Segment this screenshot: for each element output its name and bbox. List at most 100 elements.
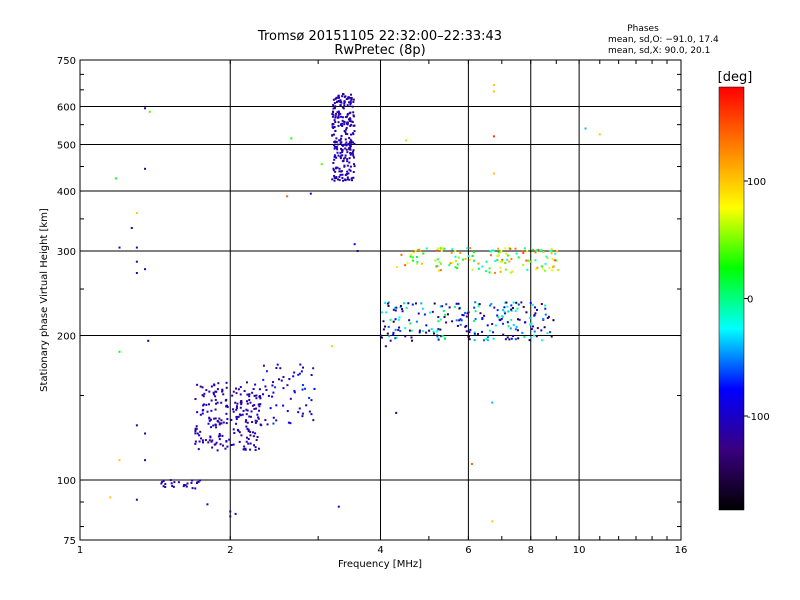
- data-point: [399, 305, 402, 308]
- data-point: [534, 259, 537, 262]
- data-point: [533, 334, 536, 337]
- data-point: [433, 302, 436, 305]
- data-point: [344, 156, 347, 159]
- data-point: [238, 413, 241, 416]
- data-point: [232, 408, 235, 411]
- data-point: [332, 161, 335, 164]
- data-point: [347, 96, 350, 99]
- data-point: [420, 302, 423, 305]
- data-point: [469, 328, 472, 331]
- data-point: [353, 163, 356, 166]
- data-point: [221, 388, 224, 391]
- data-point: [488, 329, 491, 332]
- data-point: [203, 392, 206, 395]
- data-point: [455, 259, 458, 262]
- data-point: [416, 262, 419, 265]
- data-point: [349, 169, 352, 172]
- y-tick-label: 400: [57, 187, 76, 198]
- data-point: [331, 178, 334, 181]
- data-point: [172, 485, 175, 488]
- data-point: [551, 258, 554, 261]
- data-point: [534, 312, 537, 315]
- data-point: [213, 417, 216, 420]
- data-point: [471, 254, 474, 257]
- data-point: [512, 334, 515, 337]
- data-point: [335, 146, 338, 149]
- data-point: [254, 446, 257, 449]
- data-point: [532, 248, 535, 251]
- data-point: [537, 248, 540, 251]
- data-point: [247, 430, 250, 433]
- data-point: [348, 143, 351, 146]
- data-point: [428, 311, 431, 314]
- data-point: [430, 328, 433, 331]
- data-point: [334, 121, 337, 124]
- data-point: [346, 158, 349, 161]
- data-point: [350, 123, 353, 126]
- data-point: [335, 156, 338, 159]
- data-point: [350, 120, 353, 123]
- data-point: [533, 306, 536, 309]
- data-point: [245, 419, 248, 422]
- data-point: [405, 306, 408, 309]
- data-point: [521, 331, 524, 334]
- data-point: [403, 302, 406, 305]
- data-point: [349, 124, 352, 127]
- data-point: [240, 399, 243, 402]
- data-point: [234, 512, 237, 515]
- data-point: [335, 176, 338, 179]
- data-point: [217, 435, 220, 438]
- data-point: [289, 397, 292, 400]
- data-point: [301, 384, 304, 387]
- data-point: [345, 128, 348, 131]
- data-point: [242, 409, 245, 412]
- data-point: [344, 131, 347, 134]
- data-point: [343, 123, 346, 126]
- data-point: [457, 302, 460, 305]
- data-point: [412, 259, 415, 262]
- data-point: [491, 249, 494, 252]
- y-tick-label: 75: [63, 536, 76, 547]
- data-point: [341, 116, 344, 119]
- data-point: [549, 331, 552, 334]
- data-point: [264, 385, 267, 388]
- data-point: [351, 152, 354, 155]
- data-point: [504, 262, 507, 265]
- data-point: [395, 411, 398, 414]
- data-point: [255, 439, 258, 442]
- data-point: [343, 164, 346, 167]
- data-point: [246, 402, 249, 405]
- data-point: [185, 485, 188, 488]
- data-point: [384, 325, 387, 328]
- data-point: [218, 432, 221, 435]
- data-point: [488, 267, 491, 270]
- data-point: [331, 345, 334, 348]
- data-point: [407, 302, 410, 305]
- data-point: [345, 173, 348, 176]
- data-point: [489, 254, 492, 257]
- data-point: [350, 152, 353, 155]
- data-point: [349, 141, 352, 144]
- data-point: [346, 121, 349, 124]
- data-point: [341, 176, 344, 179]
- data-point: [482, 339, 485, 342]
- data-point: [483, 314, 486, 317]
- data-point: [310, 413, 313, 416]
- data-point: [448, 264, 451, 267]
- data-point: [345, 126, 348, 129]
- data-point: [469, 247, 472, 250]
- data-point: [286, 384, 289, 387]
- data-point: [196, 383, 199, 386]
- data-point: [498, 251, 501, 254]
- data-point: [340, 148, 343, 151]
- data-point: [529, 301, 532, 304]
- data-point: [215, 426, 218, 429]
- data-point: [338, 139, 341, 142]
- data-point: [509, 247, 512, 250]
- data-point: [206, 503, 209, 506]
- x-tick-label: 10: [573, 545, 586, 556]
- data-point: [251, 421, 254, 424]
- data-point: [506, 305, 509, 308]
- data-point: [521, 250, 524, 253]
- data-point: [331, 134, 334, 137]
